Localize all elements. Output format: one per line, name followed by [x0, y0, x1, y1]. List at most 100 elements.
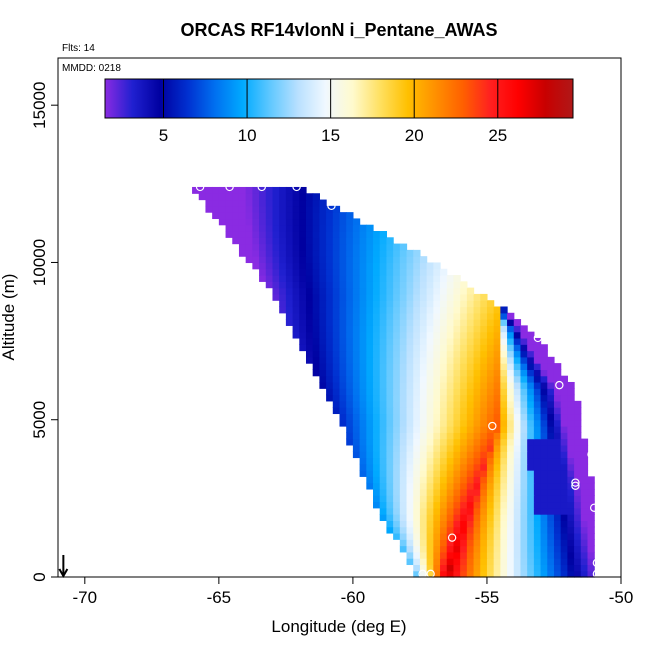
heatmap-cell	[373, 501, 381, 509]
heatmap-cell	[379, 275, 388, 282]
heatmap-cell	[259, 243, 267, 251]
heatmap-cell	[426, 413, 434, 421]
heatmap-cell	[493, 476, 501, 484]
heatmap-cell	[507, 495, 515, 503]
heatmap-cell	[373, 463, 381, 471]
heatmap-cell	[339, 268, 347, 276]
heatmap-cell	[339, 249, 347, 257]
heatmap-cell	[319, 306, 327, 314]
heatmap-cell	[312, 212, 320, 220]
heatmap-cell	[553, 451, 562, 459]
heatmap-cell	[312, 262, 320, 270]
heatmap-cell	[232, 237, 240, 245]
heatmap-cell	[386, 344, 394, 352]
heatmap-cell	[332, 205, 341, 213]
heatmap-cell	[319, 363, 327, 370]
heatmap-cell	[413, 514, 421, 521]
x-tick-label: -60	[341, 588, 366, 607]
heatmap-cell	[218, 199, 227, 207]
heatmap-cell	[513, 350, 522, 358]
heatmap-cell	[386, 319, 394, 326]
heatmap-cell	[419, 331, 428, 339]
heatmap-cell	[466, 426, 475, 433]
heatmap-cell	[473, 570, 481, 578]
heatmap-cell	[507, 426, 515, 433]
heatmap-cell	[513, 444, 522, 452]
heatmap-cell	[440, 532, 448, 540]
heatmap-cell	[460, 331, 468, 339]
heatmap-cell	[486, 375, 495, 383]
heatmap-cell	[379, 363, 388, 370]
heatmap-cell	[507, 532, 515, 540]
heatmap-cell	[547, 432, 555, 440]
heatmap-cell	[493, 407, 501, 415]
heatmap-cell	[352, 413, 361, 421]
heatmap-cell	[339, 224, 347, 232]
heatmap-cell	[326, 350, 334, 358]
heatmap-cell	[527, 520, 535, 528]
heatmap-cell	[560, 532, 568, 540]
heatmap-cell	[480, 501, 488, 509]
heatmap-cell	[312, 369, 320, 377]
heatmap-cell	[225, 199, 233, 207]
heatmap-cell	[426, 394, 434, 402]
heatmap-cell	[393, 482, 401, 490]
heatmap-cell	[540, 470, 548, 477]
heatmap-cell	[560, 482, 568, 490]
heatmap-cell	[339, 419, 347, 427]
heatmap-cell	[299, 268, 307, 276]
heatmap-cell	[493, 369, 501, 377]
heatmap-cell	[319, 275, 327, 282]
heatmap-cell	[520, 507, 528, 515]
heatmap-cell	[500, 356, 508, 364]
heatmap-cell	[500, 337, 508, 345]
heatmap-cell	[406, 394, 414, 402]
heatmap-cell	[547, 514, 555, 521]
heatmap-cell	[346, 432, 354, 440]
heatmap-cell	[299, 293, 307, 301]
heatmap-cell	[513, 381, 522, 389]
heatmap-cell	[446, 356, 455, 364]
heatmap-cell	[393, 388, 401, 396]
heatmap-cell	[399, 514, 408, 521]
heatmap-cell	[366, 363, 374, 370]
heatmap-cell	[326, 300, 334, 308]
heatmap-cell	[413, 300, 421, 308]
heatmap-cell	[453, 325, 461, 333]
heatmap-cell	[312, 300, 320, 308]
heatmap-cell	[359, 438, 367, 446]
heatmap-cell	[567, 532, 575, 540]
heatmap-cell	[486, 400, 495, 408]
heatmap-cell	[319, 350, 327, 358]
heatmap-cell	[466, 570, 475, 578]
heatmap-cell	[386, 325, 394, 333]
heatmap-cell	[319, 325, 327, 333]
sample-point	[447, 533, 457, 542]
heatmap-cell	[493, 350, 501, 358]
heatmap-cell	[507, 564, 515, 572]
heatmap-cell	[533, 526, 542, 534]
heatmap-cell	[366, 463, 374, 471]
heatmap-cell	[285, 231, 294, 238]
heatmap-cell	[473, 564, 481, 572]
heatmap-cell	[446, 501, 455, 509]
heatmap-cell	[567, 451, 575, 459]
heatmap-cell	[312, 224, 320, 232]
heatmap-cell	[473, 482, 481, 490]
heatmap-cell	[466, 457, 475, 465]
heatmap-cell	[272, 243, 280, 251]
heatmap-cell	[453, 356, 461, 364]
heatmap-cell	[305, 262, 314, 270]
heatmap-cell	[352, 256, 361, 264]
heatmap-cell	[419, 438, 428, 446]
heatmap-cell	[326, 262, 334, 270]
heatmap-cell	[587, 520, 595, 528]
heatmap-cell	[366, 457, 374, 465]
heatmap-cell	[433, 470, 441, 477]
heatmap-cell	[299, 218, 307, 226]
heatmap-cell	[527, 482, 535, 490]
heatmap-cell	[346, 375, 354, 383]
heatmap-cell	[500, 444, 508, 452]
heatmap-cell	[493, 495, 501, 503]
